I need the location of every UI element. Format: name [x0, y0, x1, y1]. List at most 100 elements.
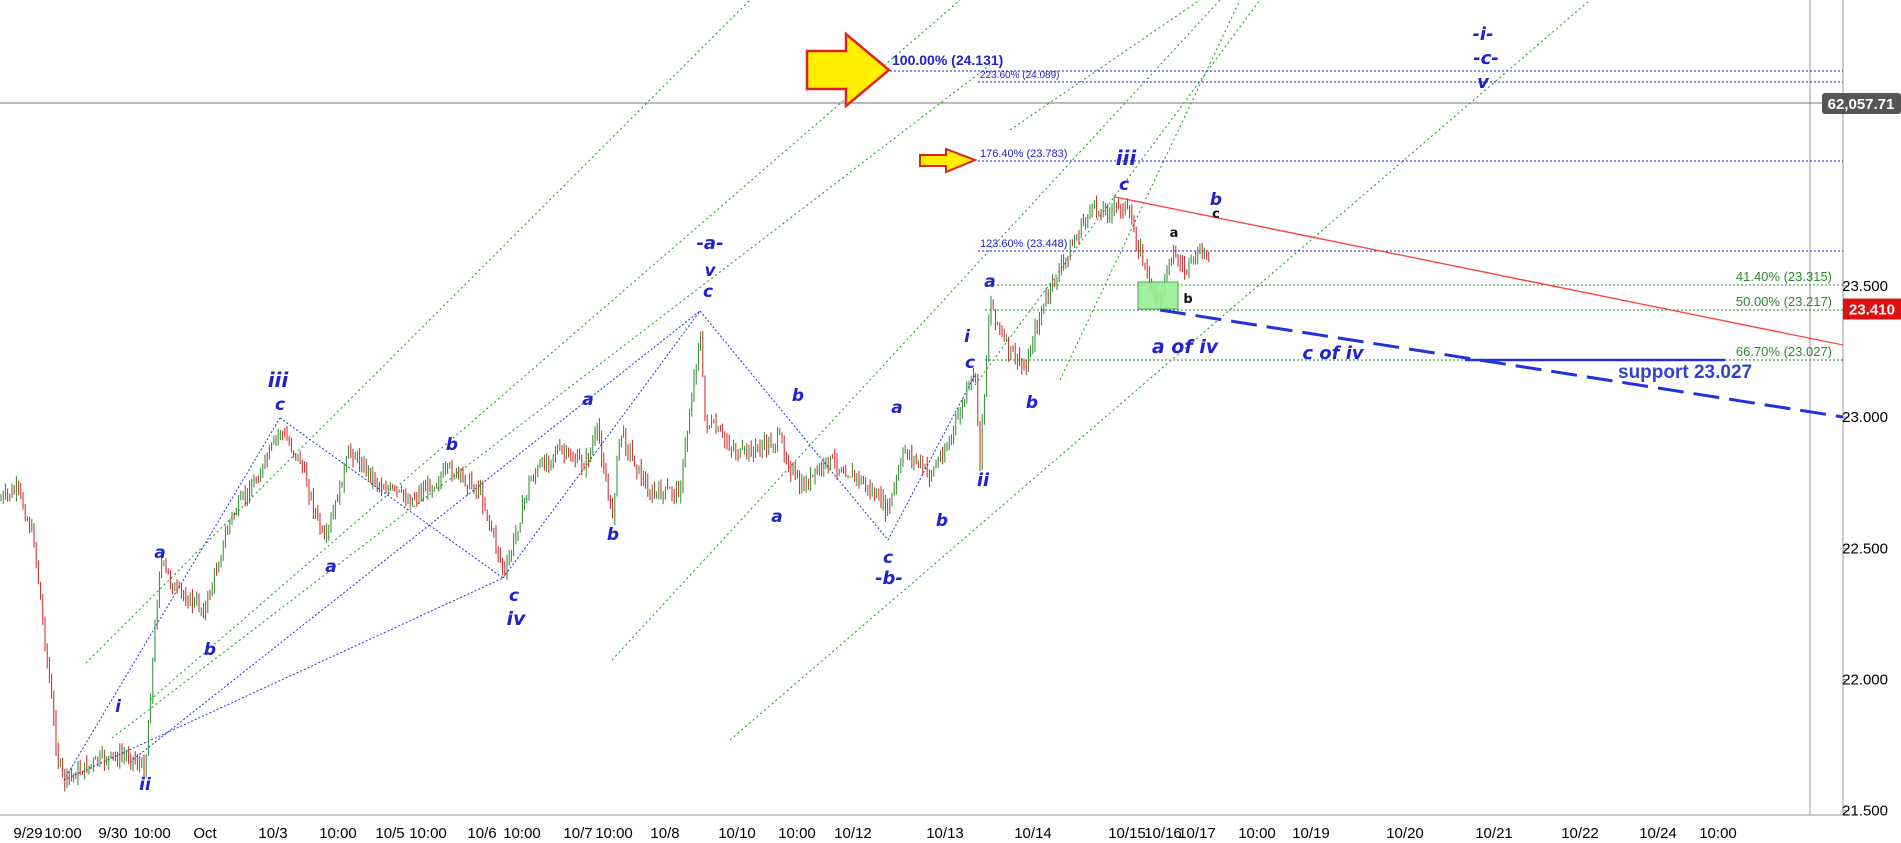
x-tick-label: 10:00 [1699, 825, 1737, 842]
fib-level-label: 176.40% (23.783) [980, 148, 1067, 160]
y-tick-label: 23.000 [1842, 409, 1888, 426]
x-tick-label: 10/10 [718, 825, 756, 842]
wave-label: b [1026, 393, 1038, 413]
x-tick-label: 10/15 [1108, 825, 1146, 842]
sub-wave-label: c [1212, 207, 1220, 222]
x-tick-label: 10:00 [44, 825, 82, 842]
wave-connector [63, 577, 504, 781]
support-zone-box [1137, 281, 1179, 310]
x-tick-label: 10:00 [595, 825, 633, 842]
wave-connector [129, 310, 701, 763]
fib-level-label: 41.40% (23.315) [1736, 269, 1832, 284]
y-axis: 21.500 22.000 22.500 23.000 23.500 [1842, 278, 1888, 820]
x-tick-label: 10:00 [133, 825, 171, 842]
x-tick-label: 10:00 [778, 825, 816, 842]
x-tick-label: 10:00 [1238, 825, 1276, 842]
x-tick-label: 10/16 [1144, 825, 1182, 842]
target-arrow-large [805, 31, 891, 109]
wave-label: c [703, 282, 713, 302]
wave-label: c [965, 353, 975, 373]
x-tick-label: 10/20 [1386, 825, 1424, 842]
x-tick-label: 10/5 [375, 825, 404, 842]
x-tick-label: 10/24 [1639, 825, 1677, 842]
channel-line [149, 0, 961, 701]
y-tick-label: 23.500 [1842, 278, 1888, 295]
channel-line [85, 0, 751, 664]
fibonacci-levels: 100.00% (24.131) 223.60% (24.089) 176.40% … [890, 52, 1843, 361]
trend-lines [63, 196, 1844, 781]
y-tick-label: 21.500 [1842, 803, 1888, 820]
channel-line [729, 0, 1591, 741]
wave-label: c [883, 548, 893, 568]
x-tick-label: Oct [193, 825, 217, 842]
resistance-line [1114, 196, 1844, 346]
x-tick-label: 10/12 [834, 825, 872, 842]
x-tick-label: 9/29 [13, 825, 42, 842]
last-price-badge [1843, 298, 1901, 320]
wave-label: i [964, 327, 971, 347]
wave-label: v [1477, 72, 1490, 93]
x-tick-label: 10/6 [467, 825, 496, 842]
x-tick-label: 9/30 [98, 825, 127, 842]
green-dotted-channel-lines [85, 0, 1591, 741]
x-tick-label: 10/19 [1292, 825, 1330, 842]
a-of-iv-label: a of iv [1152, 336, 1219, 358]
crosshair-readout-badge [1822, 93, 1901, 114]
sub-wave-label: b [1183, 292, 1192, 307]
x-tick-label: 10/7 [563, 825, 592, 842]
x-tick-label: 10/8 [650, 825, 679, 842]
wave-label: iii [268, 368, 290, 392]
support-label: support 23.027 [1618, 362, 1752, 383]
wave-label: iv [507, 608, 527, 630]
y-tick-label: 22.000 [1842, 672, 1888, 689]
wave-label: v [704, 261, 716, 281]
wave-label: -c- [1473, 48, 1499, 69]
wave-label: a [325, 557, 336, 577]
channel-line [1059, 0, 1241, 381]
wave-label: a [582, 390, 593, 410]
price-candles [0, 195, 1210, 792]
wave-label: a [891, 398, 902, 418]
y-tick-label: 22.500 [1842, 540, 1888, 557]
x-axis: 9/29 10:00 9/30 10:00 Oct 10/3 10:00 10/5 10:00 1… [13, 825, 1736, 842]
c-of-iv-label: c of iv [1302, 343, 1365, 364]
x-tick-label: 10/13 [926, 825, 964, 842]
wave-label: i [115, 697, 122, 717]
sub-wave-label: a [1170, 226, 1179, 241]
x-tick-label: 10/17 [1178, 825, 1216, 842]
x-tick-label: 10/14 [1014, 825, 1052, 842]
support-projection-line [1159, 308, 1844, 419]
wave-label: c [275, 395, 285, 415]
x-tick-label: 10/21 [1475, 825, 1513, 842]
channel-line [111, 64, 991, 739]
fib-level-label: 100.00% (24.131) [892, 52, 1003, 68]
wave-label: ii [139, 775, 152, 795]
wave-connector [699, 310, 889, 541]
wave-label: b [1210, 190, 1222, 210]
fib-level-label: 123.60% (23.448) [980, 238, 1067, 250]
crosshair-readout-label: 62,057.71 [1828, 96, 1895, 113]
wave-label: a [771, 507, 782, 527]
target-arrow-small [919, 147, 978, 174]
wave-label: b [936, 511, 948, 531]
fib-level-label: 50.00% (23.217) [1736, 294, 1832, 309]
chart-overlays [805, 31, 1179, 310]
wave-label: c [509, 586, 519, 606]
fib-level-label: 66.70% (23.027) [1736, 344, 1832, 359]
fib-level-label: 223.60% (24.089) [980, 70, 1060, 81]
wave-label: -i- [1472, 24, 1493, 45]
wave-label: b [792, 386, 804, 406]
wave-label: ii [977, 470, 990, 491]
wave-label: b [446, 435, 458, 455]
wave-labels: iiicabiiiabcivab-a-vcababc-b-iciiabiiicb… [115, 24, 1752, 795]
wave-connector [887, 374, 976, 541]
price-badges: 23.410 62,057.71 [1822, 93, 1901, 320]
wave-label: b [204, 640, 216, 660]
last-price-label: 23.410 [1849, 302, 1895, 319]
x-tick-label: 10:00 [503, 825, 541, 842]
wave-label: -b- [875, 568, 903, 589]
x-tick-label: 10:00 [319, 825, 357, 842]
x-tick-label: 10/3 [258, 825, 287, 842]
channel-line [1009, 0, 1201, 131]
